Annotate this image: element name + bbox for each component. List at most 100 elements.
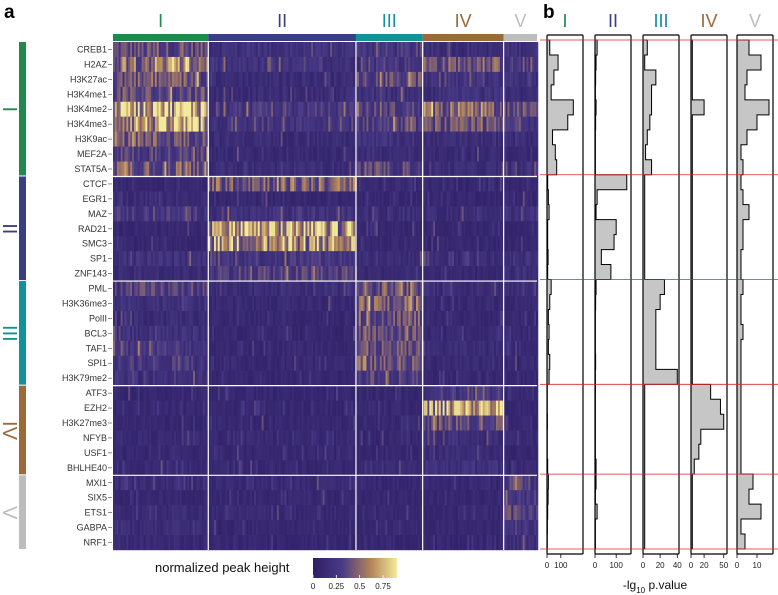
heatmap-cell <box>139 116 142 132</box>
heatmap-cell <box>172 176 175 192</box>
heatmap-cell <box>461 340 464 356</box>
heatmap-cell <box>522 86 525 102</box>
heatmap-cell <box>236 56 240 73</box>
heatmap-cell <box>440 71 443 88</box>
heatmap-cell <box>311 206 314 222</box>
heatmap-cell <box>263 42 266 58</box>
heatmap-cell <box>189 191 192 207</box>
heatmap-cell <box>377 206 381 222</box>
heatmap-cell <box>246 206 249 222</box>
heatmap-cell <box>497 56 501 73</box>
heatmap-cell <box>309 340 312 356</box>
heatmap-cell <box>353 296 356 312</box>
heatmap-cell <box>284 251 287 267</box>
heatmap-cell <box>398 340 402 356</box>
heatmap-cell <box>536 236 539 252</box>
heatmap-cell <box>316 86 320 102</box>
heatmap-cell <box>173 310 177 327</box>
heatmap-cell <box>341 251 344 267</box>
heatmap-cell <box>503 86 506 102</box>
heatmap-cell <box>250 42 253 58</box>
heatmap-cell <box>141 236 144 252</box>
heatmap-cell <box>505 71 508 88</box>
heatmap-cell <box>429 296 432 312</box>
heatmap-cell <box>263 281 266 297</box>
heatmap-cell <box>511 191 514 207</box>
heatmap-cell <box>204 131 207 147</box>
heatmap-cell <box>343 42 346 58</box>
heatmap-cell <box>478 266 482 282</box>
heatmap-cell <box>459 340 463 356</box>
heatmap-cell <box>513 310 516 327</box>
heatmap-cell <box>513 176 516 192</box>
heatmap-cell <box>396 146 400 162</box>
heatmap-cell <box>513 355 516 371</box>
heatmap-cell <box>242 42 245 58</box>
heatmap-cell <box>132 161 135 177</box>
heatmap-cell <box>499 325 503 342</box>
heatmap-cell <box>467 71 470 88</box>
heatmap-cell <box>118 161 121 177</box>
heatmap-cell <box>147 176 150 192</box>
heatmap-cell <box>288 355 291 371</box>
heatmap-cell <box>227 191 230 207</box>
heatmap-cell <box>513 221 516 237</box>
heatmap-cell <box>463 340 466 356</box>
heatmap-cell <box>450 206 453 222</box>
heatmap-cell <box>334 161 337 177</box>
heatmap-cell <box>507 71 510 88</box>
heatmap-cell <box>431 251 434 267</box>
heatmap-cell <box>257 56 261 73</box>
heatmap-cell <box>402 176 405 192</box>
heatmap-cell <box>147 325 150 342</box>
heatmap-cell <box>503 161 506 177</box>
heatmap-cell <box>454 101 457 117</box>
heatmap-cell <box>334 251 337 267</box>
heatmap-cell <box>372 251 375 267</box>
heatmap-cell <box>143 116 146 132</box>
heatmap-cell <box>208 281 211 297</box>
heatmap-cell <box>229 101 232 117</box>
heatmap-cell <box>414 281 417 297</box>
heatmap-cell <box>351 221 354 237</box>
heatmap-cell <box>379 355 382 371</box>
heatmap-cell <box>372 281 375 297</box>
heatmap-cell <box>282 86 285 102</box>
heatmap-cell <box>141 56 144 73</box>
heatmap-cell <box>494 251 497 267</box>
heatmap-cell <box>314 251 318 267</box>
heatmap-cell <box>151 176 154 192</box>
heatmap-cell <box>341 206 344 222</box>
heatmap-cell <box>499 310 503 327</box>
heatmap-cell <box>366 146 369 162</box>
heatmap-cell <box>295 146 299 162</box>
heatmap-cell <box>280 116 283 132</box>
heatmap-cell <box>362 86 365 102</box>
heatmap-cell <box>356 176 360 192</box>
heatmap-cell <box>132 56 135 73</box>
heatmap-cell <box>252 71 255 88</box>
heatmap-cell <box>113 161 116 177</box>
heatmap-cell <box>377 325 381 342</box>
heatmap-cell <box>170 221 173 237</box>
heatmap-cell <box>414 251 417 267</box>
heatmap-cell <box>236 236 240 252</box>
heatmap-cell <box>396 86 400 102</box>
heatmap-cell <box>330 131 333 147</box>
heatmap-cell <box>303 340 306 356</box>
heatmap-cell <box>337 161 341 177</box>
heatmap-cell <box>488 340 491 356</box>
heatmap-cell <box>473 310 476 327</box>
heatmap-cell <box>419 101 423 117</box>
heatmap-cell <box>120 131 123 147</box>
heatmap-cell <box>366 176 369 192</box>
heatmap-cell <box>311 251 314 267</box>
heatmap-cell <box>532 266 535 282</box>
heatmap-cell <box>404 266 407 282</box>
heatmap-cell <box>501 266 504 282</box>
heatmap-cell <box>536 71 539 88</box>
heatmap-cell <box>444 355 447 371</box>
heatmap-cell <box>425 310 428 327</box>
heatmap-cell <box>490 355 493 371</box>
heatmap-cell <box>339 176 342 192</box>
